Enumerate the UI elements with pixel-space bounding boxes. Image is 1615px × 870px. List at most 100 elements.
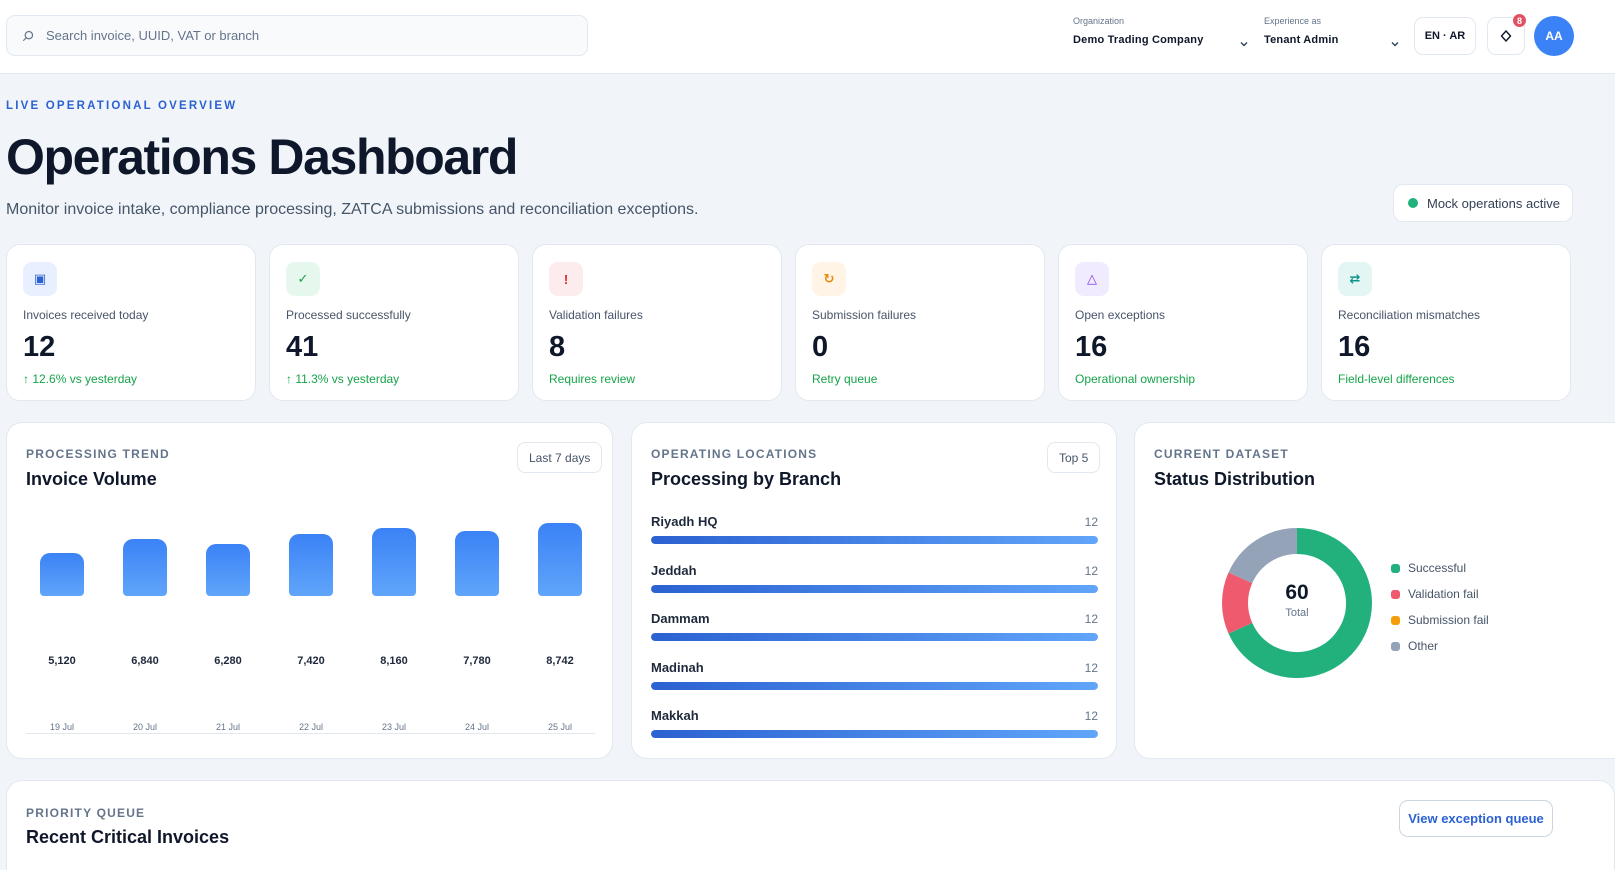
legend-item: Validation fail bbox=[1391, 581, 1489, 607]
kpi-value: 12 bbox=[23, 331, 56, 363]
volume-bar[interactable] bbox=[538, 523, 582, 596]
x-tick-label: 20 Jul bbox=[132, 722, 158, 732]
volume-bar[interactable] bbox=[123, 539, 167, 596]
branch-progress-fill bbox=[651, 633, 1098, 641]
donut-center: 60 Total bbox=[1257, 581, 1337, 619]
branch-title: Processing by Branch bbox=[651, 469, 842, 489]
bar-value-label: 7,420 bbox=[297, 655, 325, 667]
branch-progress-track bbox=[651, 681, 1098, 690]
kpi-label: Open exceptions bbox=[1075, 308, 1166, 322]
status-eyebrow: CURRENT DATASET bbox=[1154, 447, 1289, 461]
x-tick-label: 23 Jul bbox=[381, 722, 407, 732]
search-input[interactable] bbox=[46, 28, 566, 43]
priority-title: Recent Critical Invoices bbox=[26, 827, 230, 847]
x-tick-label: 24 Jul bbox=[464, 722, 490, 732]
chart-baseline bbox=[26, 733, 595, 734]
top-filter-button[interactable]: Top 5 bbox=[1047, 442, 1101, 473]
x-tick-label: 19 Jul bbox=[49, 722, 75, 732]
branch-row[interactable]: Jeddah 12 bbox=[651, 563, 1098, 603]
branch-row[interactable]: Dammam 12 bbox=[651, 611, 1098, 651]
branch-count: 12 bbox=[1084, 660, 1098, 675]
kpi-note: Retry queue bbox=[812, 372, 878, 386]
swap-icon: ⇄ bbox=[1338, 262, 1372, 296]
legend-label: Validation fail bbox=[1408, 587, 1479, 601]
kpi-card[interactable]: △ Open exceptions 16 Operational ownership bbox=[1058, 244, 1308, 401]
status-title: Status Distribution bbox=[1154, 469, 1315, 489]
bar-value-label: 7,780 bbox=[463, 655, 491, 667]
kpi-label: Reconciliation mismatches bbox=[1338, 308, 1481, 322]
branch-row[interactable]: Riyadh HQ 12 bbox=[651, 514, 1098, 554]
branch-name: Dammam bbox=[651, 611, 710, 626]
priority-queue-panel: PRIORITY QUEUE Recent Critical Invoices … bbox=[6, 780, 1615, 870]
kpi-card[interactable]: ▣ Invoices received today 12 ↑ 12.6% vs yes… bbox=[6, 244, 256, 401]
kpi-note: Field-level differences bbox=[1338, 372, 1455, 386]
volume-bar[interactable] bbox=[455, 531, 499, 596]
experience-selector[interactable]: Experience as Tenant Admin bbox=[1264, 16, 1404, 58]
kpi-label: Validation failures bbox=[549, 308, 643, 322]
branch-name: Makkah bbox=[651, 708, 699, 723]
kpi-card[interactable]: ↻ Submission failures 0 Retry queue bbox=[795, 244, 1045, 401]
kpi-value: 41 bbox=[286, 331, 319, 363]
branch-eyebrow: OPERATING LOCATIONS bbox=[651, 447, 818, 461]
search-box[interactable] bbox=[6, 15, 588, 56]
view-exception-queue-button[interactable]: View exception queue bbox=[1399, 800, 1553, 837]
organization-label: Organization bbox=[1073, 16, 1125, 26]
kpi-note: Operational ownership bbox=[1075, 372, 1196, 386]
branch-row[interactable]: Makkah 12 bbox=[651, 708, 1098, 748]
date-range-button[interactable]: Last 7 days bbox=[517, 442, 603, 473]
branch-progress-track bbox=[651, 633, 1098, 641]
organization-selector[interactable]: Organization Demo Trading Company bbox=[1073, 16, 1253, 58]
volume-title: Invoice Volume bbox=[26, 469, 157, 489]
branch-progress-fill bbox=[651, 730, 1098, 738]
branch-row[interactable]: Madinah 12 bbox=[651, 660, 1098, 700]
kpi-card[interactable]: ! Validation failures 8 Requires review bbox=[532, 244, 782, 401]
notifications-button[interactable] bbox=[1487, 17, 1525, 55]
legend-item: Submission fail bbox=[1391, 607, 1489, 633]
status-text: Mock operations active bbox=[1427, 195, 1560, 211]
legend-swatch-icon bbox=[1391, 641, 1400, 651]
branch-panel: OPERATING LOCATIONS Processing by Branch… bbox=[631, 422, 1117, 759]
volume-bar[interactable] bbox=[40, 553, 84, 596]
chart-legend: Successful Validation fail Submission fail… bbox=[1391, 555, 1489, 659]
branch-progress-fill bbox=[651, 584, 1098, 593]
warning-triangle-icon: △ bbox=[1075, 262, 1109, 296]
bar-value-label: 5,120 bbox=[48, 655, 76, 667]
kpi-card[interactable]: ⇄ Reconciliation mismatches 16 Field-level … bbox=[1321, 244, 1571, 401]
legend-item: Other bbox=[1391, 633, 1489, 659]
top-bar: Organization Demo Trading Company Experi… bbox=[0, 0, 1615, 74]
x-tick-label: 25 Jul bbox=[547, 722, 573, 732]
language-toggle[interactable]: EN · AR bbox=[1414, 17, 1476, 55]
bell-icon bbox=[1500, 30, 1512, 42]
invoice-volume-chart: 5,120 19 Jul 6,840 20 Jul 6,280 21 Jul 7,420 22… bbox=[7, 423, 614, 760]
organization-value: Demo Trading Company bbox=[1073, 34, 1204, 46]
kpi-label: Submission failures bbox=[812, 308, 917, 322]
notification-badge: 8 bbox=[1512, 13, 1527, 28]
donut-slice[interactable] bbox=[1222, 572, 1253, 634]
legend-label: Other bbox=[1408, 639, 1439, 653]
volume-bar[interactable] bbox=[372, 528, 416, 596]
branch-name: Jeddah bbox=[651, 562, 697, 578]
kpi-note: Requires review bbox=[549, 372, 636, 386]
donut-slice[interactable] bbox=[1228, 528, 1372, 678]
donut-total-value: 60 bbox=[1285, 581, 1309, 604]
branch-progress-track bbox=[651, 584, 1098, 593]
branch-count: 12 bbox=[1084, 709, 1098, 723]
branch-progress-track bbox=[651, 536, 1098, 544]
kpi-note: ↑ 11.3% vs yesterday bbox=[286, 372, 400, 386]
volume-bar[interactable] bbox=[289, 534, 333, 596]
bar-value-label: 8,742 bbox=[546, 655, 574, 667]
kpi-card[interactable]: ✓ Processed successfully 41 ↑ 11.3% vs yest… bbox=[269, 244, 519, 401]
branch-name: Riyadh HQ bbox=[651, 514, 718, 529]
donut-slice[interactable] bbox=[1228, 528, 1298, 584]
bar-value-label: 6,280 bbox=[214, 655, 242, 667]
avatar[interactable]: AA bbox=[1534, 16, 1574, 56]
legend-item: Successful bbox=[1391, 555, 1489, 581]
page-title: Operations Dashboard bbox=[6, 129, 518, 185]
bar-value-label: 8,160 bbox=[380, 655, 408, 667]
status-donut-chart bbox=[1222, 528, 1372, 678]
branch-count: 12 bbox=[1084, 612, 1098, 626]
chevron-down-icon bbox=[1391, 42, 1399, 47]
volume-bar[interactable] bbox=[206, 544, 250, 596]
invoice-volume-panel: PROCESSING TREND Invoice Volume Last 7 d… bbox=[6, 422, 613, 759]
status-badge: Mock operations active bbox=[1393, 184, 1573, 222]
